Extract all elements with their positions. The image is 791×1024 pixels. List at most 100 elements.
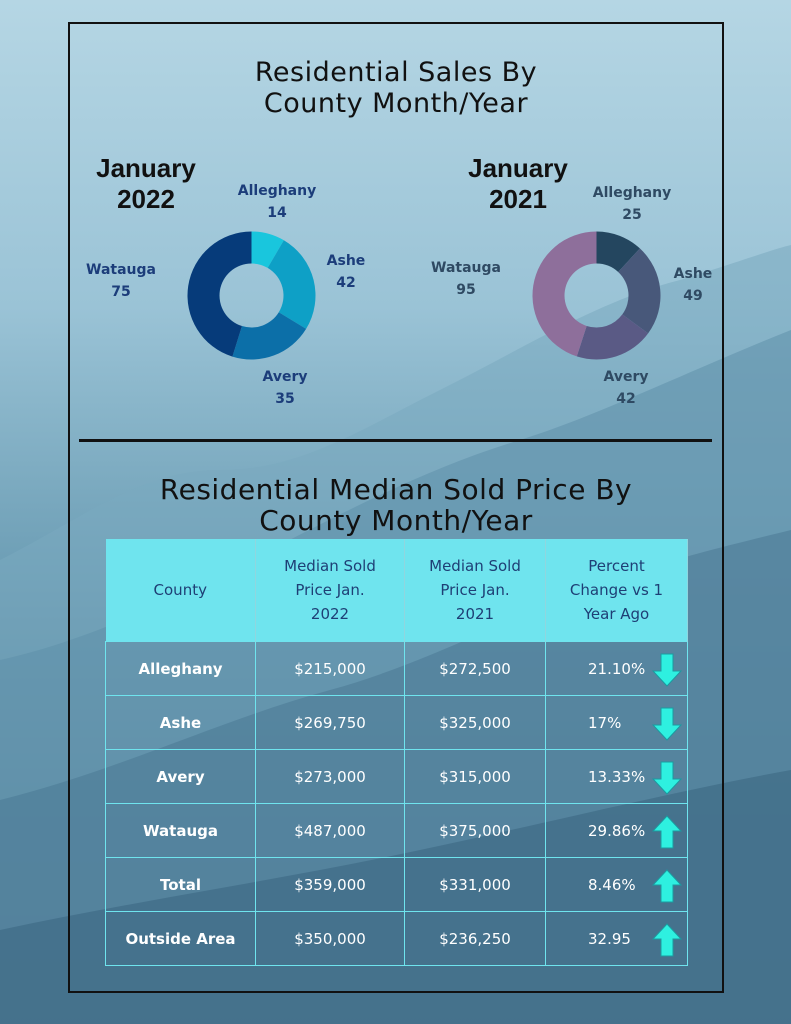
- header-percent-change: Percent Change vs 1 Year Ago: [545, 539, 688, 642]
- cell-price-2022: $487,000: [255, 803, 405, 858]
- cell-price-2021: $325,000: [404, 695, 546, 750]
- header-price-2021-line-2: Price Jan.: [440, 581, 510, 599]
- chart-2021-heading: January 2021: [438, 153, 598, 215]
- cell-county: Outside Area: [105, 911, 256, 966]
- price-title-line-1: Residential Median Sold Price By: [159, 473, 633, 506]
- donut-2022-slice-avery: [232, 312, 307, 360]
- donut-2021-slice-watauga: [532, 231, 597, 357]
- cell-percent-change: 17%: [545, 695, 688, 750]
- table-row: Outside Area $350,000 $236,250 32.95: [105, 911, 688, 966]
- table-row: Watauga $487,000 $375,000 29.86%: [105, 803, 688, 858]
- header-price-2022-line-1: Median Sold: [284, 557, 376, 575]
- header-price-2022-line-2: Price Jan.: [295, 581, 365, 599]
- header-county-line-1: County: [153, 581, 207, 599]
- label-2022-avery-name: Avery: [262, 369, 308, 385]
- table-row: Avery $273,000 $315,000 13.33%: [105, 749, 688, 804]
- label-2022-ashe-value: 42: [336, 275, 356, 291]
- header-county: County: [105, 539, 256, 642]
- label-2022-ashe: Ashe 42: [291, 250, 401, 294]
- label-2021-avery-value: 42: [616, 391, 636, 407]
- cell-county: Ashe: [105, 695, 256, 750]
- cell-price-2022: $273,000: [255, 749, 405, 804]
- cell-price-2021: $375,000: [404, 803, 546, 858]
- header-price-2022-line-3: 2022: [310, 605, 350, 623]
- cell-price-2022-value: $350,000: [294, 929, 366, 948]
- sales-title-line-2: County Month/Year: [263, 88, 529, 119]
- cell-county-value: Watauga: [143, 821, 218, 840]
- cell-price-2022: $359,000: [255, 857, 405, 912]
- section-divider: [79, 439, 712, 442]
- price-title: Residential Median Sold Price By County …: [68, 474, 724, 536]
- label-2022-watauga-value: 75: [111, 284, 131, 300]
- arrow-down-icon: [652, 761, 682, 795]
- chart-2021-heading-month: January: [468, 153, 568, 183]
- cell-percent-change-value: 17%: [588, 713, 622, 732]
- label-2022-alleghany: Alleghany 14: [222, 180, 332, 224]
- table-header-row: County Median Sold Price Jan. 2022 Media…: [105, 539, 688, 642]
- donut-chart-2022: [187, 231, 316, 360]
- donut-2021-slice-alleghany: [596, 231, 640, 272]
- chart-2021-heading-year: 2021: [489, 184, 547, 214]
- arrow-down-icon: [652, 653, 682, 687]
- cell-price-2021: $315,000: [404, 749, 546, 804]
- chart-2022-heading-month: January: [96, 153, 196, 183]
- header-price-2021-line-1: Median Sold: [429, 557, 521, 575]
- label-2022-avery: Avery 35: [230, 366, 340, 410]
- cell-price-2021-value: $325,000: [439, 713, 511, 732]
- table-row: Total $359,000 $331,000 8.46%: [105, 857, 688, 912]
- content-frame: [68, 22, 724, 993]
- cell-price-2022-value: $215,000: [294, 659, 366, 678]
- donut-2021-slice-ashe: [618, 248, 661, 334]
- label-2021-avery-name: Avery: [603, 369, 649, 385]
- donut-chart-2021: [532, 231, 661, 360]
- cell-percent-change-value: 29.86%: [588, 821, 646, 840]
- cell-percent-change: 21.10%: [545, 641, 688, 696]
- cell-county-value: Outside Area: [125, 929, 236, 948]
- donut-2022-slice-alleghany: [251, 231, 284, 268]
- label-2022-ashe-name: Ashe: [326, 253, 366, 269]
- label-2022-avery-value: 35: [275, 391, 295, 407]
- arrow-up-icon: [652, 815, 682, 849]
- cell-percent-change-value: 13.33%: [588, 767, 646, 786]
- cell-price-2021: $272,500: [404, 641, 546, 696]
- cell-county: Total: [105, 857, 256, 912]
- label-2022-watauga-name: Watauga: [86, 262, 156, 278]
- cell-county-value: Avery: [156, 767, 205, 786]
- cell-price-2022-value: $487,000: [294, 821, 366, 840]
- cell-price-2021: $236,250: [404, 911, 546, 966]
- label-2021-avery: Avery 42: [571, 366, 681, 410]
- table-row: Alleghany $215,000 $272,500 21.10%: [105, 641, 688, 696]
- cell-county-value: Alleghany: [138, 659, 223, 678]
- cell-price-2021-value: $375,000: [439, 821, 511, 840]
- label-2022-watauga: Watauga 75: [66, 259, 176, 303]
- cell-price-2021: $331,000: [404, 857, 546, 912]
- cell-percent-change-value: 21.10%: [588, 659, 646, 678]
- label-2021-alleghany: Alleghany 25: [577, 182, 687, 226]
- cell-percent-change: 13.33%: [545, 749, 688, 804]
- header-percent-line-1: Percent: [588, 557, 645, 575]
- cell-price-2022-value: $359,000: [294, 875, 366, 894]
- cell-county: Watauga: [105, 803, 256, 858]
- label-2021-ashe-value: 49: [683, 288, 703, 304]
- sales-title: Residential Sales By County Month/Year: [68, 57, 724, 119]
- arrow-up-icon: [652, 869, 682, 903]
- cell-price-2022-value: $273,000: [294, 767, 366, 786]
- label-2021-alleghany-name: Alleghany: [592, 185, 672, 201]
- cell-price-2022: $269,750: [255, 695, 405, 750]
- cell-county-value: Ashe: [159, 713, 202, 732]
- cell-price-2021-value: $315,000: [439, 767, 511, 786]
- label-2022-alleghany-value: 14: [267, 205, 287, 221]
- sales-title-line-1: Residential Sales By: [254, 57, 538, 88]
- cell-percent-change: 32.95: [545, 911, 688, 966]
- donut-2022-slice-watauga: [187, 231, 252, 357]
- label-2021-ashe-name: Ashe: [673, 266, 713, 282]
- header-price-2021: Median Sold Price Jan. 2021: [404, 539, 546, 642]
- cell-price-2022: $215,000: [255, 641, 405, 696]
- header-percent-line-3: Year Ago: [583, 605, 650, 623]
- chart-2022-heading-year: 2022: [117, 184, 175, 214]
- label-2021-watauga: Watauga 95: [411, 257, 521, 301]
- cell-price-2021-value: $236,250: [439, 929, 511, 948]
- label-2022-alleghany-name: Alleghany: [237, 183, 317, 199]
- median-price-table: County Median Sold Price Jan. 2022 Media…: [105, 539, 688, 966]
- label-2021-ashe: Ashe 49: [638, 263, 748, 307]
